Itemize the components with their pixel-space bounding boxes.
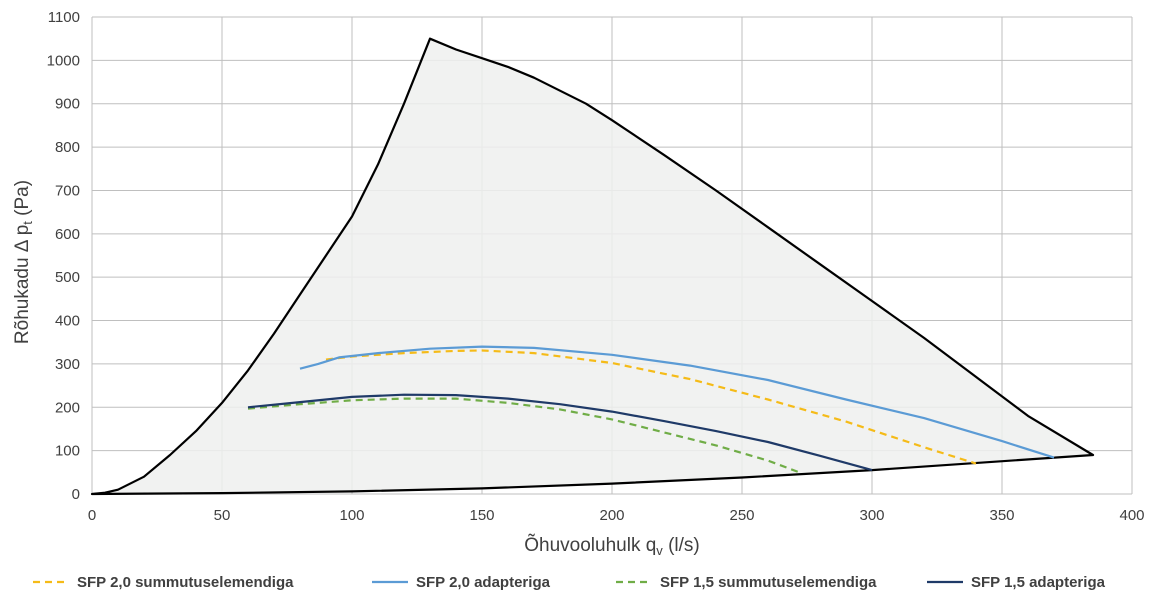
- y-tick-label: 100: [55, 443, 80, 460]
- x-tick-label: 150: [469, 507, 494, 524]
- y-tick-label: 700: [55, 182, 80, 199]
- y-tick-label: 200: [55, 399, 80, 416]
- x-tick-label: 50: [214, 507, 231, 524]
- x-tick-label: 400: [1119, 507, 1144, 524]
- series-line-2: [299, 345, 1055, 459]
- operating-envelope: [90, 37, 1095, 496]
- x-tick-label: 0: [88, 507, 96, 524]
- x-tick-label: 250: [729, 507, 754, 524]
- y-tick-label: 1100: [48, 9, 80, 26]
- y-tick-label: 600: [55, 226, 80, 243]
- series-line-3: [247, 397, 800, 474]
- series-line-1: [325, 349, 977, 465]
- y-tick-label: 1000: [47, 52, 80, 69]
- y-tick-label: 400: [55, 313, 80, 330]
- y-tick-label: 0: [72, 486, 80, 503]
- x-axis-title-main: Õhuvooluhulk q: [524, 534, 656, 556]
- y-axis-title: Rõhukadu Δ pt (Pa): [12, 180, 35, 344]
- x-tick-label: 100: [339, 507, 364, 524]
- series-lines: [247, 345, 1055, 474]
- y-axis-title-main: Rõhukadu Δ p: [12, 225, 33, 344]
- y-tick-label: 500: [55, 269, 80, 286]
- y-tick-label: 800: [55, 139, 80, 156]
- legend-label: SFP 1,5 summutuselemendiga: [660, 574, 877, 591]
- x-tick-label: 300: [859, 507, 884, 524]
- x-tick-label: 350: [989, 507, 1014, 524]
- y-tick-label: 300: [55, 356, 80, 373]
- legend-label: SFP 1,5 adapteriga: [971, 574, 1106, 591]
- legend-label: SFP 2,0 summutuselemendiga: [77, 574, 294, 591]
- x-axis-title-unit: (l/s): [663, 535, 700, 556]
- legend-label: SFP 2,0 adapteriga: [416, 574, 551, 591]
- y-axis-ticks: 0 100 200 300 400 500 600 700 800 900 1000 1100: [47, 9, 80, 503]
- x-axis-ticks: 0 50 100 150 200 250 300 350 400: [88, 507, 1145, 524]
- series-line-4: [247, 393, 873, 472]
- legend: SFP 2,0 summutuselemendiga SFP 2,0 adapte…: [33, 574, 1106, 591]
- y-axis-title-unit: (Pa): [12, 180, 33, 221]
- x-tick-label: 200: [599, 507, 624, 524]
- y-tick-label: 900: [55, 96, 80, 113]
- envelope-area: [90, 37, 1095, 496]
- x-axis-title-sub: v: [656, 543, 663, 558]
- y-axis-title-sub: t: [20, 221, 35, 225]
- x-axis-title: Õhuvooluhulk qv (l/s): [524, 534, 699, 558]
